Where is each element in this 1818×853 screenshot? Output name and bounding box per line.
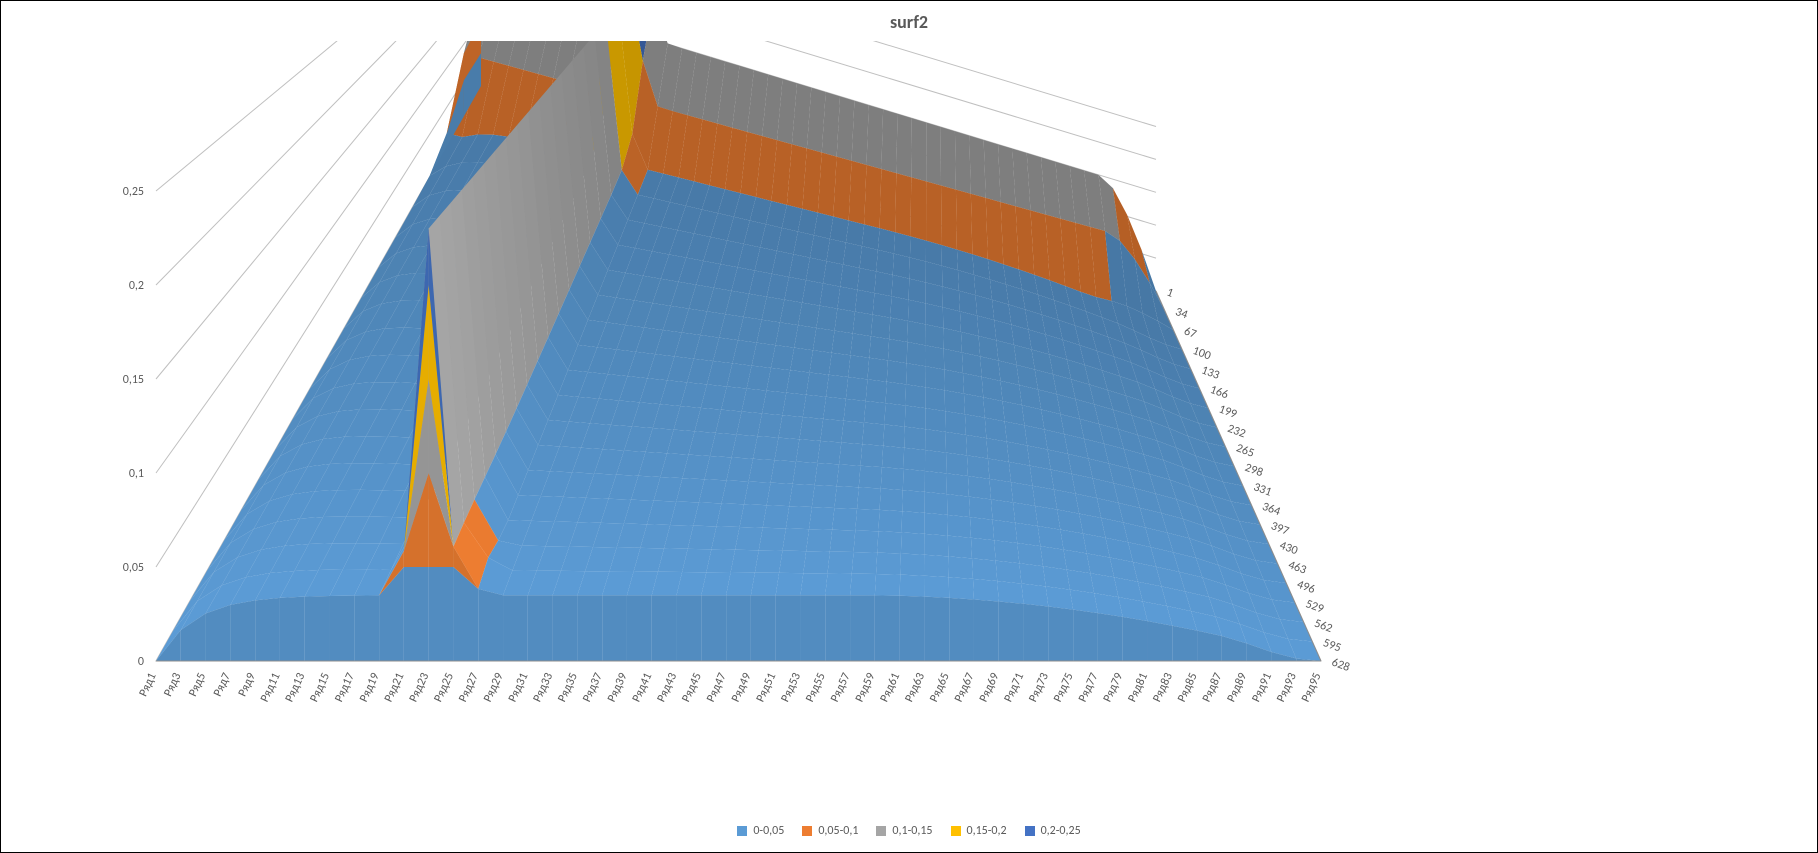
svg-text:Ряд29: Ряд29: [481, 671, 507, 705]
svg-text:Ряд85: Ряд85: [1175, 671, 1201, 705]
svg-text:Ряд83: Ряд83: [1150, 671, 1176, 705]
svg-text:Ряд49: Ряд49: [729, 671, 755, 705]
svg-text:Ряд23: Ряд23: [407, 671, 433, 705]
svg-text:0: 0: [138, 655, 144, 669]
svg-text:Ряд27: Ряд27: [456, 671, 482, 705]
svg-text:Ряд79: Ряд79: [1101, 671, 1127, 705]
svg-text:34: 34: [1173, 305, 1189, 322]
svg-text:Ряд61: Ряд61: [878, 671, 904, 705]
svg-text:0,1: 0,1: [129, 467, 144, 481]
svg-text:463: 463: [1286, 558, 1308, 577]
legend-swatch: [876, 826, 886, 836]
legend-item: 0,2-0,25: [1025, 824, 1081, 838]
svg-text:Ряд7: Ряд7: [211, 671, 234, 699]
svg-text:430: 430: [1278, 539, 1300, 558]
svg-text:Ряд39: Ряд39: [605, 671, 631, 705]
svg-text:Ряд21: Ряд21: [382, 671, 408, 705]
svg-text:Ряд37: Ряд37: [580, 671, 606, 705]
svg-text:Ряд67: Ряд67: [952, 671, 978, 705]
legend-item: 0,1-0,15: [876, 824, 932, 838]
svg-text:0,2: 0,2: [129, 279, 144, 293]
chart-frame: surf2 00,050,10,150,20,25Ряд1Ряд3Ряд5Ряд…: [0, 0, 1818, 853]
legend-item: 0,05-0,1: [802, 824, 858, 838]
svg-text:Ряд93: Ряд93: [1274, 671, 1300, 705]
svg-text:133: 133: [1199, 363, 1221, 382]
svg-text:595: 595: [1321, 636, 1343, 655]
svg-text:Ряд15: Ряд15: [307, 671, 333, 705]
svg-text:397: 397: [1269, 519, 1291, 538]
svg-text:Ряд71: Ряд71: [1002, 671, 1028, 705]
svg-text:265: 265: [1234, 441, 1256, 460]
svg-text:298: 298: [1243, 461, 1265, 480]
svg-text:Ряд31: Ряд31: [506, 671, 532, 705]
svg-text:199: 199: [1217, 402, 1239, 421]
svg-text:Ряд45: Ряд45: [679, 671, 705, 705]
svg-text:Ряд81: Ряд81: [1125, 671, 1151, 705]
svg-text:Ряд47: Ряд47: [704, 671, 730, 705]
legend-label: 0,15-0,2: [967, 824, 1007, 838]
svg-text:Ряд95: Ряд95: [1299, 671, 1325, 705]
svg-text:Ряд35: Ряд35: [555, 671, 581, 705]
svg-text:Ряд53: Ряд53: [778, 671, 804, 705]
svg-text:Ряд13: Ряд13: [283, 671, 309, 705]
svg-text:Ряд3: Ряд3: [161, 671, 184, 699]
legend-swatch: [737, 826, 747, 836]
legend-label: 0,1-0,15: [892, 824, 932, 838]
svg-text:Ряд65: Ряд65: [927, 671, 953, 705]
svg-text:Ряд57: Ряд57: [828, 671, 854, 705]
svg-text:Ряд17: Ряд17: [332, 671, 358, 705]
svg-text:Ряд1: Ряд1: [137, 671, 160, 699]
svg-text:Ряд59: Ряд59: [853, 671, 879, 705]
svg-text:232: 232: [1225, 422, 1247, 441]
svg-text:0,15: 0,15: [123, 373, 144, 387]
svg-text:100: 100: [1191, 344, 1213, 363]
svg-text:Ряд5: Ряд5: [186, 671, 209, 699]
svg-text:496: 496: [1295, 578, 1317, 597]
legend: 0-0,05 0,05-0,1 0,1-0,15 0,15-0,2 0,2-0,25: [1, 824, 1817, 838]
svg-text:Ряд91: Ряд91: [1249, 671, 1275, 705]
svg-text:Ряд33: Ряд33: [531, 671, 557, 705]
chart-title: surf2: [1, 11, 1817, 33]
legend-swatch: [802, 826, 812, 836]
legend-label: 0,05-0,1: [818, 824, 858, 838]
svg-text:166: 166: [1208, 383, 1230, 402]
svg-text:Ряд73: Ряд73: [1026, 671, 1052, 705]
svg-text:Ряд55: Ряд55: [803, 671, 829, 705]
svg-text:Ряд11: Ряд11: [258, 671, 284, 705]
svg-text:0,25: 0,25: [123, 185, 144, 199]
svg-text:Ряд77: Ряд77: [1076, 671, 1102, 705]
svg-text:Ряд43: Ряд43: [655, 671, 681, 705]
svg-text:Ряд69: Ряд69: [977, 671, 1003, 705]
svg-text:Ряд89: Ряд89: [1225, 671, 1251, 705]
legend-item: 0-0,05: [737, 824, 784, 838]
svg-text:Ряд75: Ряд75: [1051, 671, 1077, 705]
svg-text:Ряд41: Ряд41: [630, 671, 656, 705]
svg-text:364: 364: [1260, 500, 1282, 519]
svg-text:0,05: 0,05: [123, 561, 144, 575]
svg-text:Ряд19: Ряд19: [357, 671, 383, 705]
legend-swatch: [951, 826, 961, 836]
svg-text:Ряд25: Ряд25: [431, 671, 457, 705]
legend-label: 0-0,05: [753, 824, 784, 838]
legend-item: 0,15-0,2: [951, 824, 1007, 838]
legend-label: 0,2-0,25: [1041, 824, 1081, 838]
svg-text:Ряд63: Ряд63: [902, 671, 928, 705]
svg-text:67: 67: [1182, 325, 1198, 342]
svg-text:1: 1: [1165, 286, 1176, 301]
legend-swatch: [1025, 826, 1035, 836]
svg-text:562: 562: [1312, 617, 1334, 636]
svg-text:628: 628: [1330, 656, 1352, 675]
surface-plot: 00,050,10,150,20,25Ряд1Ряд3Ряд5Ряд7Ряд9Р…: [61, 41, 1781, 761]
svg-text:529: 529: [1304, 597, 1326, 616]
svg-text:Ряд9: Ряд9: [236, 671, 259, 699]
svg-text:Ряд87: Ряд87: [1200, 671, 1226, 705]
svg-text:Ряд51: Ряд51: [754, 671, 780, 705]
svg-text:331: 331: [1251, 480, 1273, 499]
